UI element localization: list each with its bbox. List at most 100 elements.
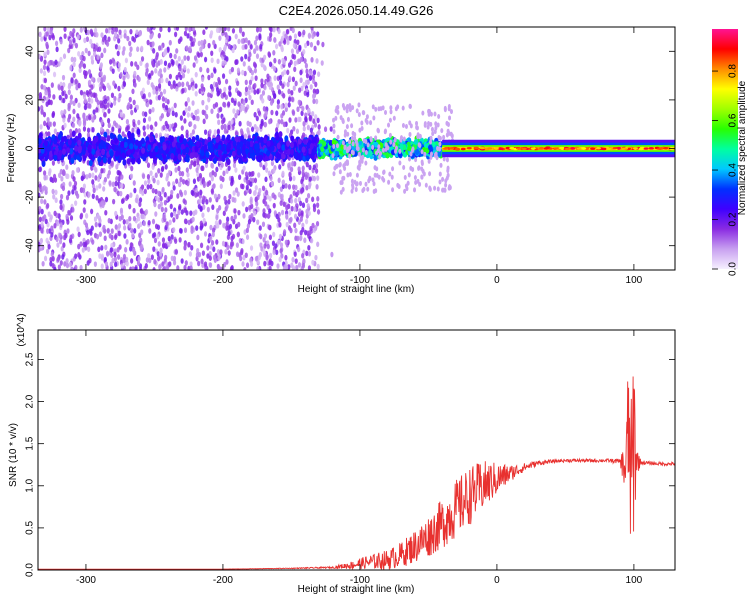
heatmap-cell xyxy=(210,188,214,194)
heatmap-cell xyxy=(223,27,227,32)
heatmap-cell xyxy=(260,78,264,84)
heatmap-cell xyxy=(251,170,255,177)
heatmap-cell xyxy=(154,188,158,195)
heatmap-cell xyxy=(311,74,316,80)
heatmap-cell xyxy=(310,27,314,31)
heatmap-cell xyxy=(180,125,184,131)
heatmap-cell xyxy=(87,136,92,143)
heatmap-cell xyxy=(77,243,81,250)
heatmap-cell xyxy=(158,264,162,270)
heatmap-cell xyxy=(185,146,190,154)
heatmap-cell xyxy=(275,110,279,116)
heatmap-cell xyxy=(135,29,139,36)
heatmap-cell xyxy=(291,53,295,60)
heatmap-cell xyxy=(173,136,178,143)
heatmap-cell xyxy=(132,180,136,186)
heatmap-cell xyxy=(317,124,321,130)
heatmap-cell xyxy=(43,175,47,181)
heatmap-cell xyxy=(249,181,253,188)
heatmap-cell xyxy=(214,142,219,149)
heatmap-cell xyxy=(161,261,165,267)
heatmap-cell xyxy=(152,232,157,238)
heatmap-cell xyxy=(83,199,87,205)
heatmap-cell xyxy=(137,76,141,82)
heatmap-cell xyxy=(80,175,84,181)
heatmap-cell xyxy=(305,72,310,79)
heatmap-cell xyxy=(144,71,149,77)
heatmap-cell xyxy=(85,213,89,219)
heatmap-cell xyxy=(82,93,87,100)
heatmap-cell xyxy=(164,97,168,104)
heatmap-cell xyxy=(269,32,273,38)
heatmap-cell xyxy=(39,68,43,74)
heatmap-cell xyxy=(263,113,267,119)
heatmap-cell xyxy=(76,113,80,119)
heatmap-cell xyxy=(61,185,66,192)
heatmap-cell xyxy=(198,172,203,179)
heatmap-cell xyxy=(170,83,174,90)
heatmap-cell xyxy=(201,99,205,106)
heatmap-cell xyxy=(203,129,208,135)
heatmap-cell xyxy=(129,173,134,180)
heatmap-cell xyxy=(285,204,289,211)
heatmap-cell xyxy=(59,38,63,45)
heatmap-cell xyxy=(308,229,312,236)
heatmap-cell xyxy=(102,186,106,192)
heatmap-cell xyxy=(180,258,184,264)
heatmap-cell xyxy=(316,40,320,46)
heatmap-cell xyxy=(266,204,270,210)
heatmap-cell xyxy=(242,138,247,145)
heatmap-cell xyxy=(151,218,156,225)
heatmap-cell xyxy=(223,123,227,130)
heatmap-cell xyxy=(183,118,187,124)
heatmap-cell xyxy=(265,167,269,173)
heatmap-cell xyxy=(277,89,282,95)
heatmap-cell xyxy=(125,239,129,245)
heatmap-cell xyxy=(282,201,286,207)
heatmap-cell xyxy=(63,33,67,39)
heatmap-cell xyxy=(253,67,258,74)
heatmap-cell xyxy=(194,151,199,159)
heatmap-cell xyxy=(170,189,174,196)
heatmap-cell xyxy=(123,233,127,239)
heatmap-cell xyxy=(206,67,210,74)
heatmap-cell xyxy=(79,264,83,270)
heatmap-cell xyxy=(60,175,64,182)
heatmap-cell xyxy=(180,209,184,215)
heatmap-cell xyxy=(185,167,189,173)
heatmap-cell xyxy=(284,135,289,142)
heatmap-cell xyxy=(266,150,271,157)
heatmap-cell xyxy=(119,190,123,197)
heatmap-cell xyxy=(72,108,76,115)
heatmap-cell xyxy=(172,185,176,191)
heatmap-cell xyxy=(91,239,95,245)
heatmap-cell xyxy=(227,250,231,256)
heatmap-cell xyxy=(100,200,105,206)
heatmap-cell xyxy=(243,133,248,140)
heatmap-cell xyxy=(87,69,92,75)
heatmap-cell xyxy=(66,219,70,225)
heatmap-cell xyxy=(298,44,302,51)
heatmap-cell xyxy=(290,205,294,212)
heatmap-cell xyxy=(150,135,155,143)
heatmap-cell xyxy=(279,193,283,200)
heatmap-cell xyxy=(131,158,136,165)
heatmap-cell xyxy=(273,57,277,64)
heatmap-cell xyxy=(142,125,146,131)
heatmap-cell xyxy=(107,122,111,129)
heatmap-cell xyxy=(249,44,253,50)
heatmap-cell xyxy=(241,44,245,51)
heatmap-cell xyxy=(191,129,196,135)
heatmap-cell xyxy=(184,27,188,32)
heatmap-cell xyxy=(248,84,252,91)
heatmap-cell xyxy=(281,83,285,89)
heatmap-cell xyxy=(53,154,58,162)
heatmap-cell xyxy=(139,221,143,228)
heatmap-cell xyxy=(199,220,203,227)
heatmap-cell xyxy=(176,148,181,155)
heatmap-cell xyxy=(207,136,212,143)
heatmap-cell xyxy=(260,82,264,89)
heatmap-cell xyxy=(275,134,280,141)
heatmap-cell xyxy=(149,183,153,190)
